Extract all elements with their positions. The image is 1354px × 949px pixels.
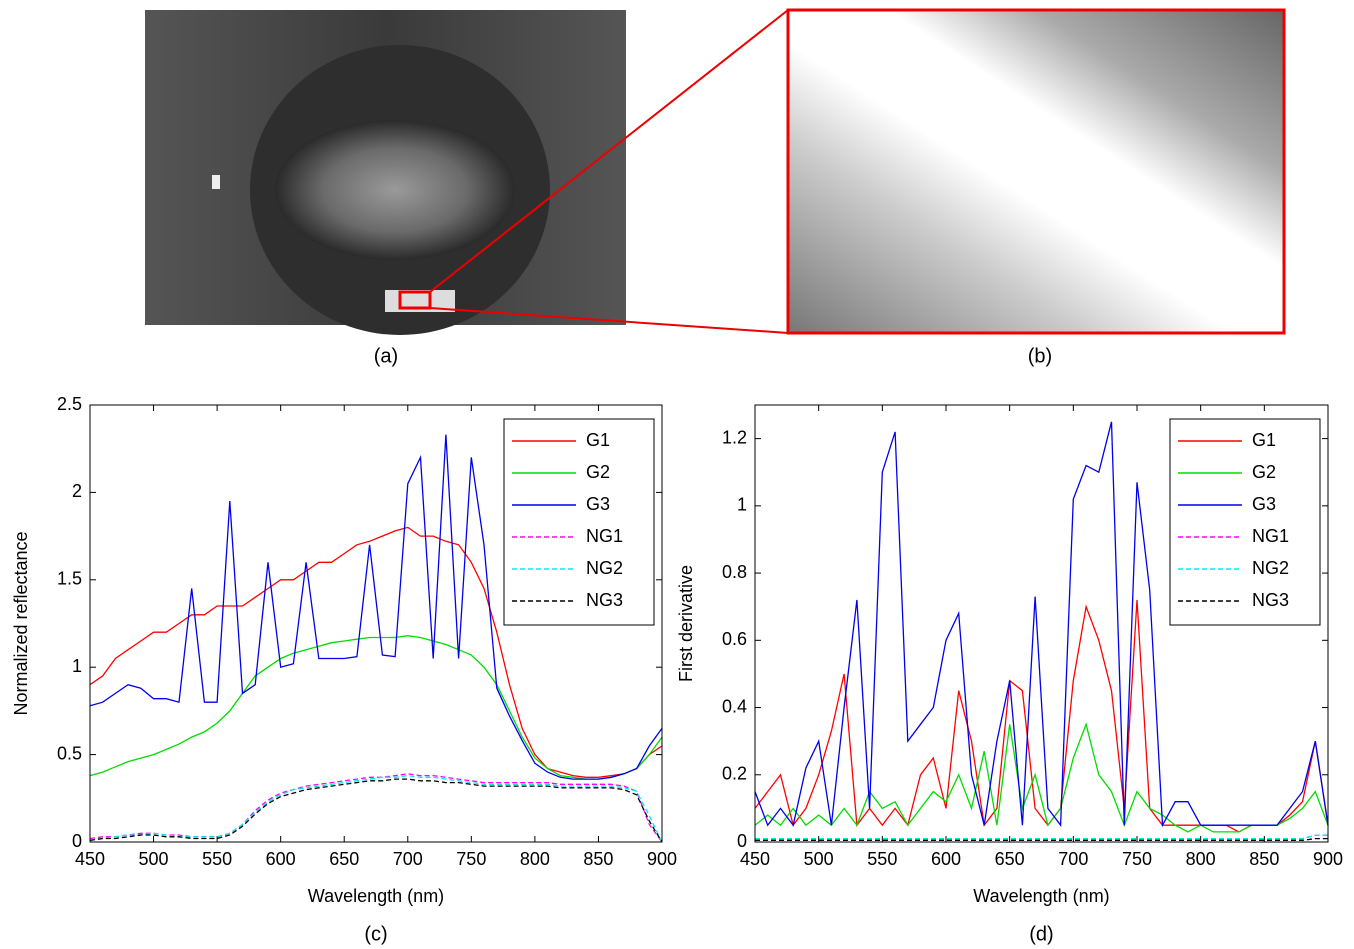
y-tick-label: 0.8 <box>722 562 747 582</box>
x-axis-label: Wavelength (nm) <box>973 886 1109 906</box>
x-tick-label: 850 <box>583 849 613 869</box>
panel-label: (c) <box>364 923 387 945</box>
image-a <box>145 10 626 335</box>
legend-label: G1 <box>1252 430 1276 450</box>
legend-label: G2 <box>586 462 610 482</box>
y-tick-label: 2.5 <box>57 394 82 414</box>
x-tick-label: 750 <box>1122 849 1152 869</box>
y-tick-label: 0 <box>737 831 747 851</box>
series-line <box>754 722 1329 833</box>
y-axis-label: First derivative <box>676 565 696 682</box>
axes-frame <box>89 404 663 843</box>
y-tick-label: 0 <box>72 831 82 851</box>
y-tick-label: 0.4 <box>722 696 747 716</box>
y-tick-label: 2 <box>72 481 82 501</box>
x-tick-label: 850 <box>1249 849 1279 869</box>
y-tick-label: 1.2 <box>722 427 747 447</box>
x-tick-label: 650 <box>995 849 1025 869</box>
x-tick-label: 800 <box>1186 849 1216 869</box>
y-tick-label: 1.5 <box>57 569 82 589</box>
panel-label: (d) <box>1029 923 1053 945</box>
legend-label: NG3 <box>1252 590 1289 610</box>
x-tick-label: 500 <box>804 849 834 869</box>
x-tick-label: 700 <box>1058 849 1088 869</box>
legend-label: NG1 <box>586 526 623 546</box>
x-tick-label: 450 <box>75 849 105 869</box>
x-tick-label: 500 <box>139 849 169 869</box>
x-tick-label: 900 <box>1313 849 1343 869</box>
axes-frame <box>754 404 1329 843</box>
y-tick-label: 0.5 <box>57 743 82 763</box>
image-b <box>786 8 1286 335</box>
series-line <box>89 774 663 843</box>
y-tick-label: 0.2 <box>722 764 747 784</box>
y-tick-label: 1 <box>737 495 747 515</box>
x-axis-label: Wavelength (nm) <box>308 886 444 906</box>
x-tick-label: 750 <box>456 849 486 869</box>
series-line <box>754 599 1329 833</box>
legend-label: G3 <box>1252 494 1276 514</box>
legend-box <box>1169 418 1321 626</box>
x-tick-label: 450 <box>740 849 770 869</box>
legend-label: G1 <box>586 430 610 450</box>
x-tick-label: 650 <box>329 849 359 869</box>
x-tick-label: 550 <box>202 849 232 869</box>
y-axis-label: Normalized reflectance <box>11 531 31 715</box>
x-tick-label: 900 <box>647 849 677 869</box>
series-line <box>89 635 663 780</box>
y-tick-label: 0.6 <box>722 629 747 649</box>
zoom-line <box>429 9 789 293</box>
series-line <box>89 434 663 780</box>
series-line <box>89 526 663 778</box>
legend-label: NG2 <box>1252 558 1289 578</box>
legend-box <box>503 418 655 626</box>
x-tick-label: 600 <box>931 849 961 869</box>
x-tick-label: 600 <box>266 849 296 869</box>
x-tick-label: 700 <box>393 849 423 869</box>
x-tick-label: 550 <box>867 849 897 869</box>
panel-label: (b) <box>1028 345 1052 367</box>
legend-label: G3 <box>586 494 610 514</box>
x-tick-label: 800 <box>520 849 550 869</box>
legend-label: NG2 <box>586 558 623 578</box>
zoom-line <box>429 307 789 334</box>
y-tick-label: 1 <box>72 656 82 676</box>
legend-label: NG1 <box>1252 526 1289 546</box>
series-line <box>754 421 1329 828</box>
panel-label: (a) <box>374 345 398 367</box>
legend-label: G2 <box>1252 462 1276 482</box>
legend-label: NG3 <box>586 590 623 610</box>
